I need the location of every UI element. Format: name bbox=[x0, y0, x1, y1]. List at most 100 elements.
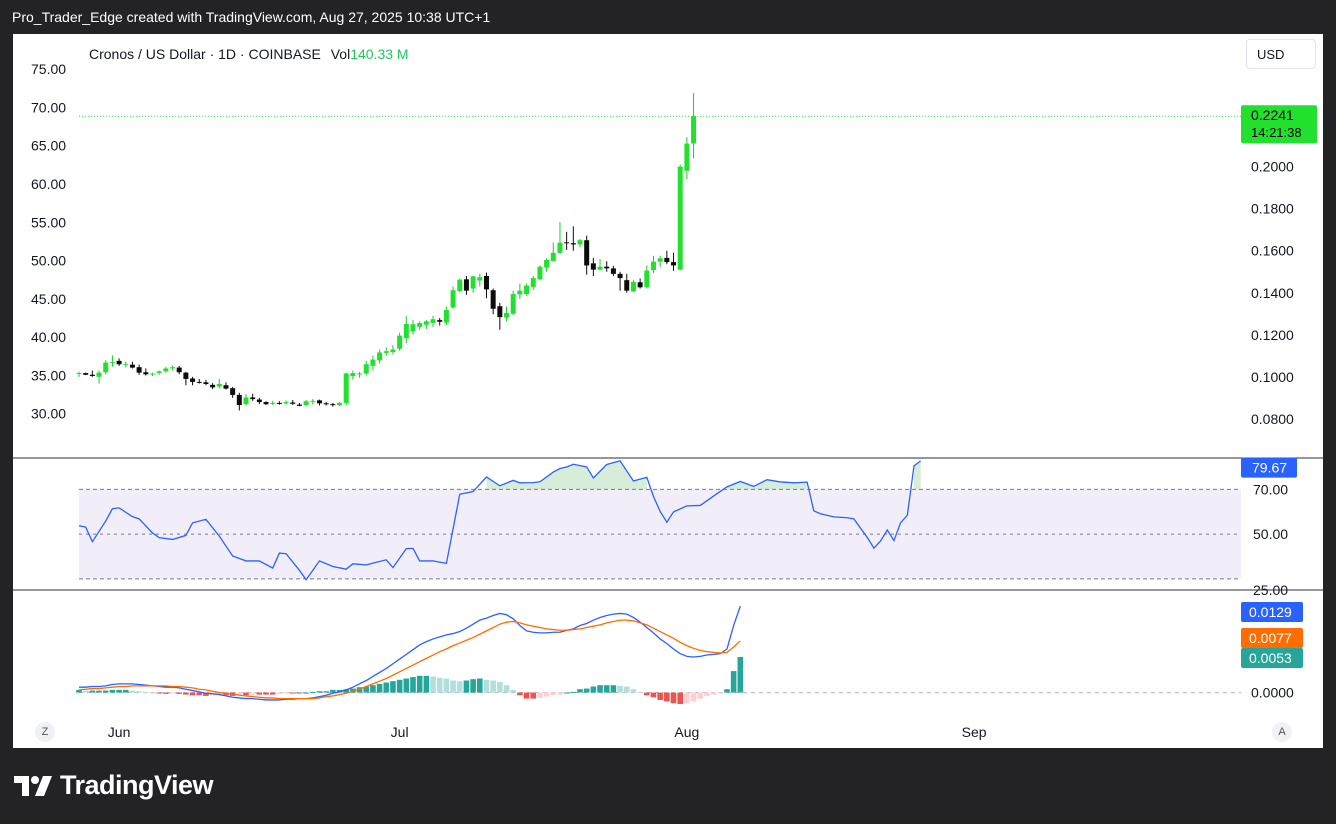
candle-body bbox=[570, 243, 576, 245]
candle-body bbox=[210, 384, 216, 388]
candle-body bbox=[323, 403, 329, 405]
auto-scale-button[interactable]: A bbox=[1272, 722, 1292, 742]
left-axis-tick: 75.00 bbox=[31, 61, 66, 77]
macd-histogram-bar bbox=[289, 692, 296, 694]
price-pane: 75.00 70.00 65.00 60.00 55.00 50.00 45.00 40.00… bbox=[13, 61, 1323, 459]
candle-body bbox=[223, 385, 229, 389]
tradingview-brand[interactable]: TradingView bbox=[14, 770, 214, 801]
candle-body bbox=[490, 290, 496, 309]
candle-body bbox=[203, 382, 209, 384]
macd-histogram-bar bbox=[617, 685, 623, 693]
macd-histogram-bar bbox=[677, 692, 683, 704]
candle-body bbox=[290, 402, 296, 404]
macd-histogram-bar bbox=[143, 691, 149, 693]
candle-body bbox=[390, 349, 396, 353]
rsi-overbought-fill bbox=[914, 460, 921, 490]
candle-body bbox=[671, 262, 677, 266]
candle-body bbox=[103, 362, 109, 373]
left-axis-tick: 30.00 bbox=[31, 406, 66, 422]
candle-body bbox=[343, 373, 349, 403]
chart-svg[interactable]: 75.00 70.00 65.00 60.00 55.00 50.00 45.00 40.00… bbox=[13, 34, 1323, 748]
candle-body bbox=[684, 143, 690, 171]
zoom-button[interactable]: Z bbox=[35, 722, 55, 742]
candle-body bbox=[504, 312, 510, 318]
macd-histogram-bar bbox=[570, 691, 577, 693]
candle-body bbox=[403, 323, 409, 339]
candle-body bbox=[170, 367, 176, 369]
candle-body bbox=[637, 282, 643, 288]
macd-histogram-bar bbox=[537, 692, 543, 698]
macd-histogram-bar bbox=[490, 680, 496, 693]
macd-histogram-bar bbox=[283, 692, 289, 694]
macd-histogram-bar bbox=[423, 675, 430, 693]
macd-histogram-bar bbox=[403, 678, 410, 693]
macd-histogram-bar bbox=[216, 692, 223, 695]
symbol-legend[interactable]: Cronos / US Dollar · 1D · COINBASE Vol14… bbox=[89, 46, 409, 62]
candle-body bbox=[677, 166, 683, 270]
macd-histogram-bar bbox=[477, 678, 483, 693]
macd-histogram-bar bbox=[430, 676, 436, 693]
candle-body bbox=[657, 258, 663, 262]
candle-body bbox=[109, 362, 115, 364]
candle-body bbox=[363, 364, 369, 374]
macd-histogram-bar bbox=[249, 692, 256, 695]
candle-body bbox=[196, 381, 202, 383]
macd-histogram-bar bbox=[577, 689, 583, 693]
macd-histogram-bar bbox=[116, 689, 122, 693]
candle-body bbox=[190, 378, 196, 382]
candle-body bbox=[156, 371, 162, 374]
candle-body bbox=[236, 394, 242, 406]
macd-histogram-bar bbox=[416, 675, 423, 693]
macd-histogram-bar bbox=[383, 682, 390, 693]
macd-histogram-bar bbox=[163, 692, 169, 694]
candle-body bbox=[397, 335, 403, 349]
volume-label: Vol bbox=[330, 46, 351, 62]
macd-histogram-bar bbox=[456, 681, 463, 693]
macd-histogram-bar bbox=[169, 692, 176, 694]
macd-histogram-bar bbox=[410, 677, 416, 693]
candle-body bbox=[263, 402, 269, 405]
candle-body bbox=[510, 294, 516, 314]
candle-body bbox=[96, 372, 102, 377]
last-price-badge bbox=[1241, 105, 1317, 144]
macd-histogram-bar bbox=[590, 686, 597, 693]
rsi-axis-tick: 70.00 bbox=[1253, 481, 1288, 497]
macd-histogram-bar bbox=[436, 677, 443, 693]
macd-value-badge bbox=[1241, 628, 1303, 648]
macd-histogram-bar bbox=[96, 690, 102, 693]
candle-body bbox=[550, 252, 556, 262]
right-axis-tick: 0.1400 bbox=[1251, 285, 1294, 301]
candle-body bbox=[524, 285, 530, 295]
macd-histogram-bar bbox=[176, 692, 182, 694]
macd-histogram-bar bbox=[243, 692, 249, 696]
rsi-value: 79.67 bbox=[1252, 460, 1287, 476]
time-axis: Jun Jul Aug Sep bbox=[108, 724, 987, 740]
macd-histogram-bar bbox=[730, 671, 737, 693]
macd-histogram-bar bbox=[724, 689, 730, 693]
chart-panel[interactable]: 75.00 70.00 65.00 60.00 55.00 50.00 45.00 40.00… bbox=[13, 34, 1323, 748]
candle-body bbox=[256, 399, 262, 403]
macd-histogram-bar bbox=[710, 692, 717, 695]
currency-button[interactable]: USD bbox=[1246, 39, 1316, 69]
right-axis-tick: 0.1000 bbox=[1251, 369, 1294, 385]
candle-body bbox=[83, 373, 89, 375]
left-axis-tick: 50.00 bbox=[31, 253, 66, 269]
candle-body bbox=[216, 383, 222, 387]
candle-body bbox=[650, 261, 656, 271]
macd-histogram-bar bbox=[470, 679, 476, 693]
macd-histogram-bar bbox=[697, 692, 704, 699]
candle-body bbox=[270, 402, 276, 404]
macd-histogram-bar bbox=[316, 691, 323, 693]
macd-histogram-bar bbox=[443, 678, 450, 693]
rsi-axis-tick: 50.00 bbox=[1253, 526, 1288, 542]
tradingview-logo-icon bbox=[14, 775, 52, 796]
candle-body bbox=[624, 280, 630, 291]
macd-pane: 0.0129 0.0077 0.0053 0.0000 bbox=[76, 602, 1303, 704]
macd-histogram-bar bbox=[637, 691, 643, 693]
macd-histogram-bar bbox=[597, 685, 603, 693]
candle-body bbox=[149, 373, 155, 375]
candle-body bbox=[423, 321, 429, 325]
candle-body bbox=[463, 279, 469, 291]
macd-histogram-bar bbox=[390, 681, 396, 693]
candle-body bbox=[183, 372, 189, 379]
